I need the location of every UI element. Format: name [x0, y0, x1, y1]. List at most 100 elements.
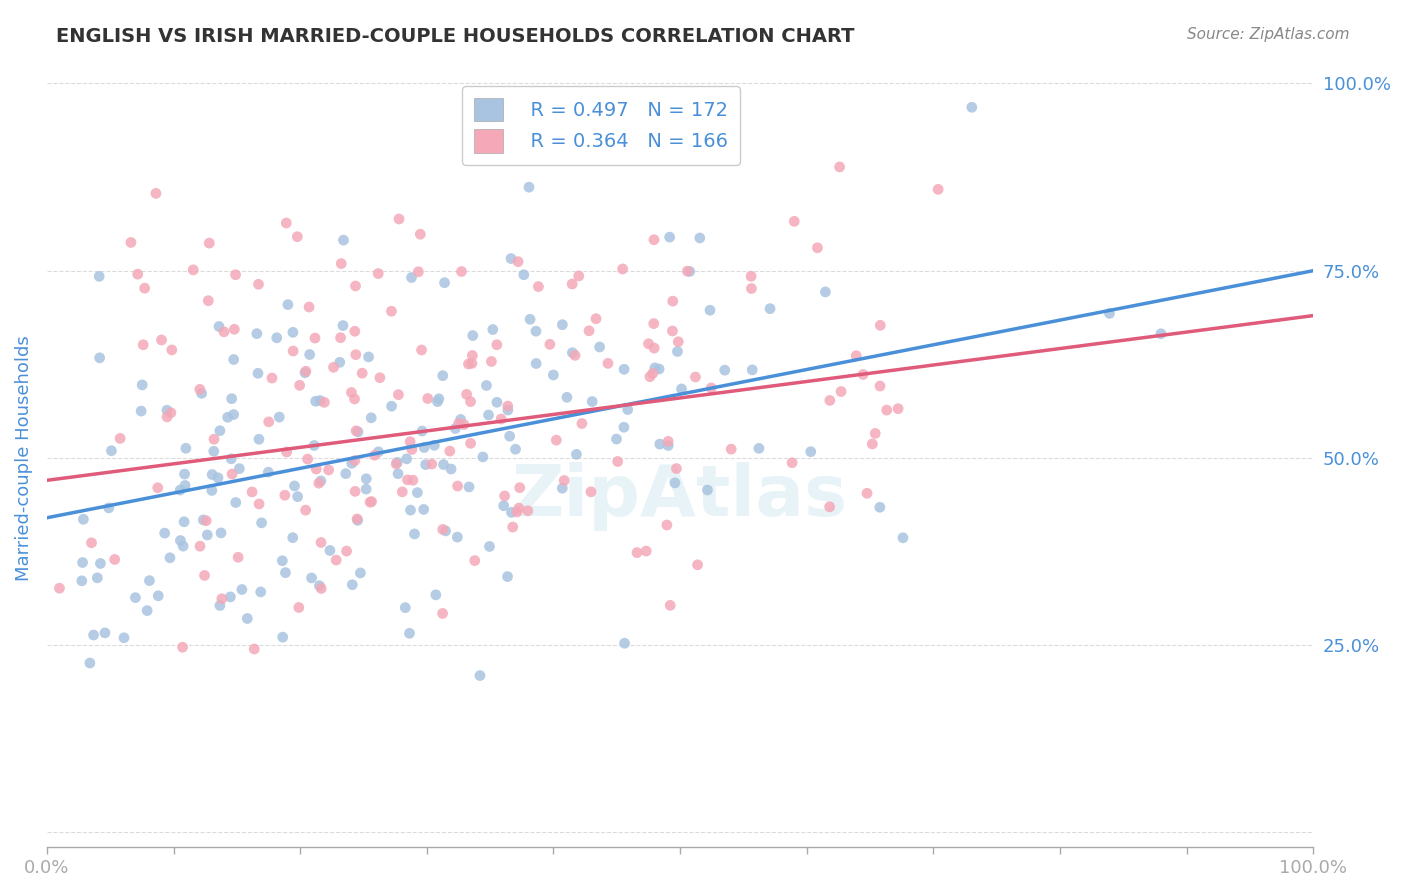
English [524, 324, 547, 338]
Irish [685, 370, 707, 384]
English [208, 424, 231, 438]
Irish [411, 343, 433, 357]
Irish [865, 426, 887, 441]
Irish [276, 216, 298, 230]
Irish [257, 415, 280, 429]
English [228, 461, 250, 475]
English [689, 231, 711, 245]
English [302, 438, 325, 452]
English [222, 408, 245, 422]
Irish [212, 325, 235, 339]
Irish [432, 607, 454, 621]
Irish [720, 442, 742, 457]
Irish [856, 486, 879, 500]
Irish [686, 558, 709, 572]
Irish [700, 381, 723, 395]
English [432, 458, 454, 472]
English [440, 462, 463, 476]
English [219, 590, 242, 604]
Irish [464, 553, 486, 567]
Irish [409, 227, 432, 242]
Irish [172, 640, 194, 655]
Irish [132, 338, 155, 352]
English [696, 483, 718, 497]
English [444, 421, 467, 435]
English [172, 539, 194, 553]
English [517, 180, 540, 194]
English [281, 326, 304, 340]
Irish [346, 512, 368, 526]
Irish [380, 304, 402, 318]
Irish [387, 387, 409, 401]
Irish [596, 356, 619, 370]
Irish [740, 281, 762, 295]
English [616, 402, 638, 417]
Irish [657, 434, 679, 449]
English [287, 490, 309, 504]
Irish [108, 431, 131, 445]
Irish [494, 489, 516, 503]
Irish [243, 642, 266, 657]
English [666, 344, 689, 359]
English [367, 445, 389, 459]
English [72, 512, 94, 526]
Irish [641, 367, 664, 381]
Irish [852, 368, 875, 382]
Irish [281, 344, 304, 359]
Irish [638, 369, 661, 384]
Irish [740, 269, 762, 284]
English [475, 378, 498, 392]
Irish [401, 442, 423, 457]
English [413, 441, 436, 455]
English [471, 450, 494, 464]
English [496, 569, 519, 583]
Irish [221, 467, 243, 481]
Irish [828, 160, 851, 174]
English [492, 499, 515, 513]
Irish [485, 338, 508, 352]
Irish [399, 434, 422, 449]
English [581, 394, 603, 409]
Irish [195, 514, 218, 528]
English [225, 495, 247, 509]
English [412, 502, 434, 516]
English [381, 399, 404, 413]
English [446, 530, 468, 544]
Irish [479, 147, 502, 161]
English [395, 451, 418, 466]
English [657, 438, 679, 452]
Irish [160, 343, 183, 357]
Irish [363, 448, 385, 462]
Irish [198, 236, 221, 251]
English [498, 429, 520, 443]
English [346, 513, 368, 527]
English [800, 444, 823, 458]
Irish [481, 354, 503, 368]
English [360, 410, 382, 425]
English [70, 574, 93, 588]
English [97, 500, 120, 515]
Irish [330, 257, 353, 271]
Irish [612, 262, 634, 277]
Irish [636, 544, 658, 558]
English [221, 392, 243, 406]
Irish [453, 417, 475, 432]
Irish [509, 481, 531, 495]
English [458, 480, 481, 494]
English [713, 363, 735, 377]
Irish [585, 311, 607, 326]
Irish [420, 457, 443, 471]
English [347, 425, 370, 439]
English [605, 432, 627, 446]
Irish [247, 497, 270, 511]
Irish [276, 445, 298, 459]
Irish [226, 550, 249, 565]
Irish [579, 484, 602, 499]
Irish [860, 437, 883, 451]
Irish [496, 399, 519, 413]
Irish [780, 456, 803, 470]
Irish [188, 383, 211, 397]
English [156, 403, 179, 417]
Irish [343, 324, 366, 338]
English [501, 505, 523, 519]
